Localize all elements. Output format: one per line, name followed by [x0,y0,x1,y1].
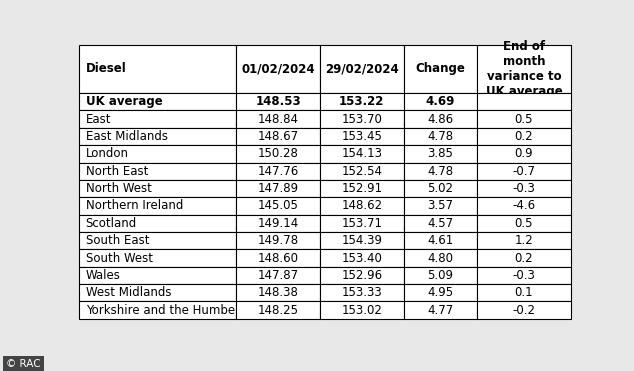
Text: © RAC: © RAC [6,359,41,369]
